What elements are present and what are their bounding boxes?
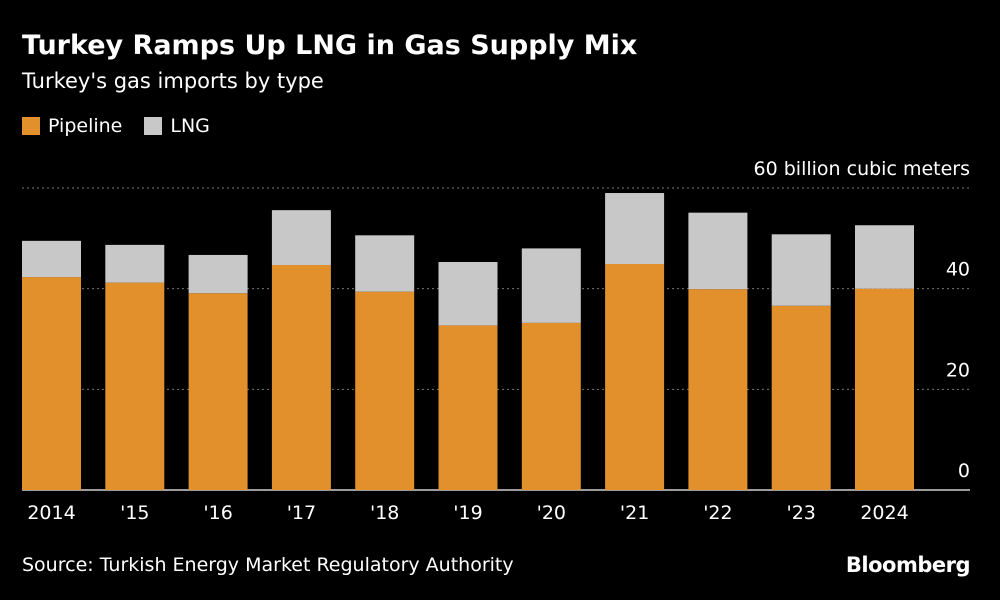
- x-tick-label-0: 2014: [27, 502, 75, 524]
- x-tick-label-2: '16: [203, 502, 232, 524]
- legend-label-pipeline: Pipeline: [48, 115, 123, 137]
- x-tick-label-9: '23: [786, 502, 815, 524]
- legend-item-pipeline: Pipeline: [22, 115, 122, 137]
- bar-lng-7: [605, 193, 665, 265]
- source-note: Source: Turkish Energy Market Regulatory…: [22, 554, 514, 576]
- bar-pipeline-4: [355, 291, 415, 490]
- bar-pipeline-9: [771, 305, 831, 490]
- legend: Pipeline LNG: [22, 115, 232, 137]
- bar-lng-0: [22, 240, 81, 278]
- x-tick-label-5: '19: [453, 502, 482, 524]
- chart-subtitle: Turkey's gas imports by type: [22, 69, 324, 93]
- bar-lng-6: [521, 248, 581, 323]
- bar-lng-8: [688, 212, 748, 290]
- x-tick-label-7: '21: [620, 502, 649, 524]
- bar-pipeline-7: [605, 264, 665, 490]
- y-tick-label-20: 20: [946, 359, 970, 381]
- x-tick-label-1: '15: [120, 502, 149, 524]
- x-tick-label-3: '17: [287, 502, 316, 524]
- legend-swatch-pipeline: [22, 117, 40, 135]
- legend-swatch-lng: [144, 117, 163, 135]
- bar-pipeline-10: [855, 288, 914, 490]
- y-tick-label-40: 40: [946, 259, 970, 281]
- bar-pipeline-0: [22, 277, 81, 490]
- y-tick-label-60: 60 billion cubic meters: [754, 158, 970, 180]
- x-tick-label-8: '22: [703, 502, 732, 524]
- bar-lng-5: [438, 261, 498, 326]
- bar-lng-4: [355, 235, 415, 292]
- legend-label-lng: LNG: [170, 115, 210, 137]
- x-tick-label-6: '20: [537, 502, 566, 524]
- bar-lng-2: [188, 254, 248, 294]
- chart-title: Turkey Ramps Up LNG in Gas Supply Mix: [22, 30, 638, 61]
- bar-lng-10: [855, 225, 914, 289]
- bar-lng-1: [105, 244, 165, 283]
- y-tick-label-0: 0: [958, 460, 970, 482]
- bloomberg-logo: Bloomberg: [845, 553, 971, 577]
- x-tick-label-10: 2024: [860, 502, 908, 524]
- bar-lng-3: [271, 210, 331, 266]
- bar-pipeline-5: [438, 325, 498, 490]
- bar-pipeline-3: [271, 265, 331, 490]
- x-tick-label-4: '18: [370, 502, 399, 524]
- legend-item-lng: LNG: [144, 115, 210, 137]
- bar-pipeline-1: [105, 282, 165, 490]
- bar-pipeline-8: [688, 289, 748, 490]
- bar-lng-9: [771, 234, 831, 306]
- bar-pipeline-6: [521, 322, 581, 490]
- bar-pipeline-2: [188, 293, 248, 490]
